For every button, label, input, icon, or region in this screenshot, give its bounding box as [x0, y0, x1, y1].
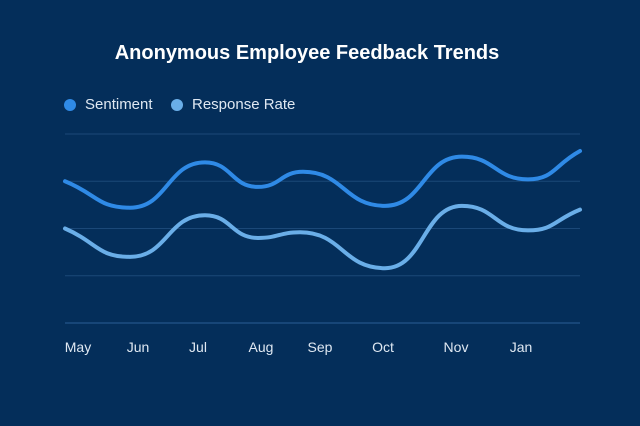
chart-title: Anonymous Employee Feedback Trends: [114, 42, 500, 64]
x-tick-label: Aug: [249, 339, 274, 355]
x-tick-label: Jul: [189, 339, 207, 355]
series-line-response-rate: [63, 203, 582, 271]
x-tick-label: Jan: [510, 339, 533, 355]
x-tick-label: Nov: [444, 339, 469, 355]
x-tick-label: Oct: [372, 339, 394, 355]
series-line-sentiment: [63, 149, 582, 210]
legend-label: Sentiment: [85, 96, 153, 113]
legend-dot-icon: [64, 98, 76, 111]
x-tick-label: May: [65, 339, 91, 355]
legend-item-response-rate: Response Rate: [171, 96, 295, 113]
x-tick-label: Jun: [127, 339, 150, 355]
legend-dot-icon: [171, 98, 183, 111]
x-tick-label: Sep: [308, 339, 333, 355]
legend-item-sentiment: Sentiment: [64, 96, 153, 113]
legend-label: Response Rate: [192, 96, 296, 113]
